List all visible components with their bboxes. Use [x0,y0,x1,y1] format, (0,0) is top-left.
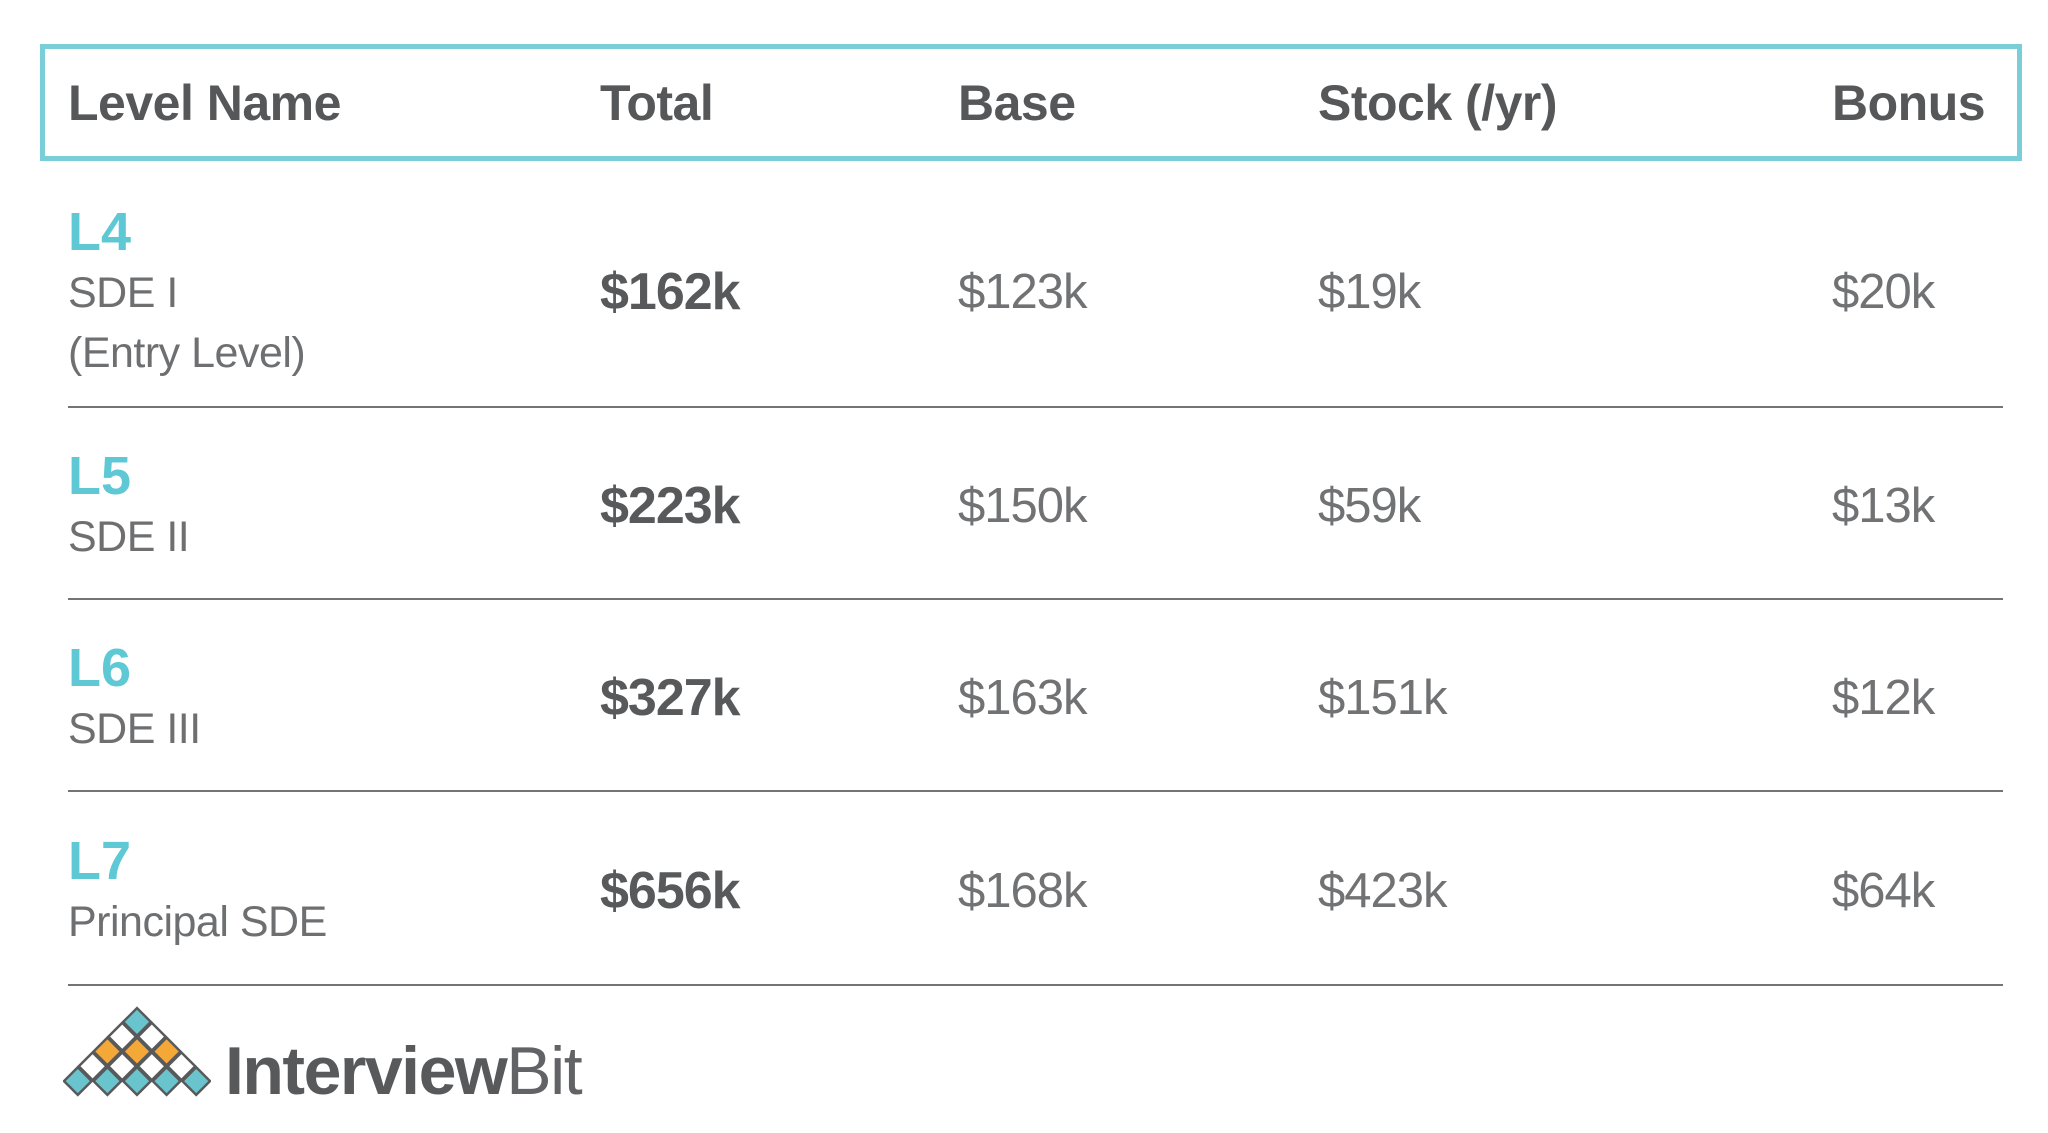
stock-value: $423k [1318,864,1448,918]
column-header-stock: Stock (/yr) [1318,74,1558,131]
interviewbit-logo: InterviewBit [63,1002,583,1105]
base-value: $123k [958,264,1088,319]
table-row: L6 SDE III $327k $163k $151k $12k [68,600,2003,792]
level-label: L6 [68,638,132,698]
stock-value: $151k [1318,671,1448,725]
bonus-value: $13k [1832,479,1935,533]
base-value: $168k [958,864,1088,918]
total-value: $162k [600,262,741,321]
level-cell: L4 SDE I (Entry Level) [68,201,600,383]
brand-name-interview: Interview [225,1033,508,1109]
brand-name: InterviewBit [225,1037,583,1105]
stock-value: $59k [1318,479,1421,533]
column-header-level-name: Level Name [68,74,341,131]
column-header-total: Total [600,74,714,131]
total-value: $223k [600,477,741,535]
level-label: L4 [68,201,132,262]
level-label: L7 [68,831,132,891]
role-label: Principal SDE [68,898,327,946]
interviewbit-diamond-pyramid-icon [63,1006,211,1097]
column-header-bonus: Bonus [1832,74,1986,131]
note-label: (Entry Level) [68,328,306,377]
level-cell: L7 Principal SDE [68,830,600,952]
total-value: $327k [600,669,741,727]
brand-name-bit: Bit [506,1033,582,1109]
column-header-base: Base [958,74,1076,131]
table-row: L5 SDE II $223k $150k $59k $13k [68,408,2003,600]
bonus-value: $20k [1832,264,1935,319]
total-value: $656k [600,862,741,920]
level-cell: L5 SDE II [68,445,600,567]
table-row: L4 SDE I (Entry Level) $162k $123k $19k … [68,161,2003,408]
bonus-value: $64k [1832,864,1935,918]
role-label: SDE II [68,513,190,561]
level-cell: L6 SDE III [68,637,600,759]
role-label: SDE III [68,705,201,753]
bonus-value: $12k [1832,671,1935,725]
table-row: L7 Principal SDE $656k $168k $423k $64k [68,792,2003,986]
table-body: L4 SDE I (Entry Level) $162k $123k $19k … [68,161,2003,986]
base-value: $163k [958,671,1088,725]
role-label: SDE I [68,268,178,317]
stock-value: $19k [1318,264,1421,319]
level-label: L5 [68,446,132,506]
table-header: Level Name Total Base Stock (/yr) Bonus [40,44,2022,161]
base-value: $150k [958,479,1088,533]
